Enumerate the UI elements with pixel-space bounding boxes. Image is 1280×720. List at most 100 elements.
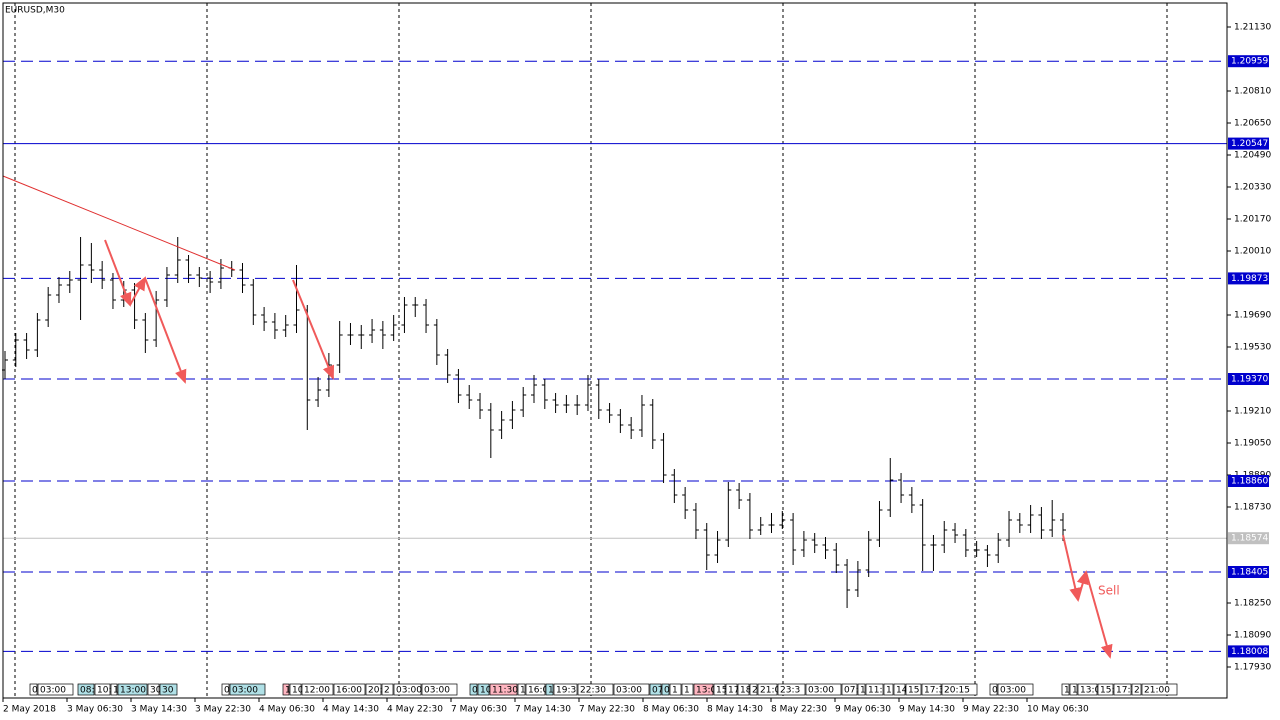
event-tag bbox=[1069, 683, 1078, 696]
x-tick-label: 9 May 14:30 bbox=[899, 705, 955, 715]
event-tag-label: 20: bbox=[368, 686, 382, 696]
level-label: 1.18860 bbox=[1231, 477, 1268, 487]
event-tag bbox=[1131, 683, 1142, 696]
event-tag-label: 17:3 bbox=[1116, 686, 1136, 696]
event-tag bbox=[1077, 683, 1098, 696]
event-tag bbox=[489, 683, 518, 696]
event-tag-label: 10 bbox=[292, 686, 304, 696]
event-tag-label: 03:00 bbox=[616, 686, 642, 696]
y-tick-label: 1.18250 bbox=[1234, 599, 1271, 609]
event-tag bbox=[333, 683, 366, 696]
arrow bbox=[144, 277, 187, 384]
y-tick-label: 1.18730 bbox=[1234, 503, 1271, 513]
plot-frame bbox=[2, 2, 1228, 699]
level-box bbox=[1228, 645, 1269, 658]
event-tag-label: 2 bbox=[1134, 686, 1140, 696]
event-tag-label: 12:00 bbox=[304, 686, 330, 696]
event-tag-label: 18 bbox=[740, 686, 752, 696]
event-tag-label: 15 bbox=[716, 686, 727, 696]
x-tick-label: 2 May 2018 bbox=[3, 705, 56, 715]
event-tag-label: 0 bbox=[664, 686, 670, 696]
event-tag bbox=[941, 683, 978, 696]
event-tag bbox=[37, 683, 74, 696]
annotation: Sell bbox=[1098, 584, 1120, 598]
grid bbox=[14, 3, 1168, 698]
event-tag bbox=[365, 683, 382, 696]
event-tag bbox=[865, 683, 884, 696]
event-tags: 0 03:00 08: 10: 1 13:00 30 30 0 03:00 1 10 12:00 16:0… bbox=[29, 683, 1178, 696]
event-tag bbox=[525, 683, 546, 696]
event-tag bbox=[159, 683, 178, 696]
event-tag-label: 03:00 bbox=[424, 686, 450, 696]
event-tag bbox=[29, 683, 38, 696]
event-tag bbox=[649, 683, 662, 696]
event-tag-label: 07 bbox=[652, 686, 663, 696]
x-tick-label: 9 May 22:30 bbox=[963, 705, 1019, 715]
event-tag bbox=[393, 683, 422, 696]
event-tag-label: 19:3 bbox=[556, 686, 576, 696]
level-label: 1.20547 bbox=[1231, 139, 1268, 149]
event-tag bbox=[421, 683, 458, 696]
event-tag bbox=[893, 683, 906, 696]
event-tag bbox=[577, 683, 614, 696]
level-box bbox=[1228, 272, 1269, 285]
event-tag-label: 2 bbox=[384, 686, 390, 696]
event-tag-label: 30 bbox=[162, 686, 174, 696]
event-tag bbox=[545, 683, 554, 696]
event-tag-label: 10 bbox=[480, 686, 492, 696]
event-tag-label: 15 bbox=[908, 686, 919, 696]
event-tag-label: 23:3 bbox=[780, 686, 800, 696]
event-tag-label: 1 bbox=[520, 686, 526, 696]
event-tag-label: 22:30 bbox=[580, 686, 606, 696]
event-tag-label: 20:15 bbox=[944, 686, 970, 696]
levels bbox=[3, 60, 1227, 652]
y-tick-label: 1.20330 bbox=[1234, 183, 1271, 193]
event-tag bbox=[757, 683, 778, 696]
level-box bbox=[1228, 55, 1269, 68]
event-tag-label: 10: bbox=[97, 686, 111, 696]
event-tag bbox=[117, 683, 148, 696]
event-tag-label: 0 bbox=[472, 686, 478, 696]
event-tag bbox=[477, 683, 490, 696]
level-label: 1.19873 bbox=[1231, 274, 1268, 284]
event-tag bbox=[229, 683, 266, 696]
event-tag-label: 21:0 bbox=[760, 686, 780, 696]
event-tag bbox=[921, 683, 942, 696]
x-tick-label: 4 May 14:30 bbox=[323, 705, 379, 715]
event-tag bbox=[1061, 683, 1070, 696]
x-tick-label: 3 May 14:30 bbox=[131, 705, 187, 715]
x-tick-label: 8 May 14:30 bbox=[707, 705, 763, 715]
event-tag-label: 03:00 bbox=[396, 686, 422, 696]
x-tick-label: 7 May 22:30 bbox=[579, 705, 635, 715]
event-tag-label: 13:0 bbox=[1080, 686, 1100, 696]
y-tick-label: 1.19690 bbox=[1234, 311, 1271, 321]
y-tick-label: 1.18090 bbox=[1234, 631, 1271, 641]
event-tag bbox=[681, 683, 694, 696]
event-tag-label: 14 bbox=[896, 686, 908, 696]
event-tag bbox=[282, 683, 290, 696]
event-tag bbox=[301, 683, 334, 696]
bars bbox=[2, 237, 1066, 608]
event-tag-label: 1 bbox=[672, 686, 678, 696]
drawings bbox=[2, 175, 1113, 659]
event-tag-label: 17 bbox=[728, 686, 739, 696]
event-tag-label: 0 bbox=[32, 686, 38, 696]
axes: 1.21130 1.20810 1.20650 1.20490 1.20330 1.201… bbox=[2, 23, 1271, 715]
level-box bbox=[1228, 566, 1269, 578]
current-price-box bbox=[1228, 532, 1269, 545]
event-tag-label: 1 bbox=[285, 686, 291, 696]
arrow bbox=[129, 276, 146, 306]
event-tag bbox=[553, 683, 578, 696]
event-tag bbox=[77, 683, 95, 696]
level-label: 1.19370 bbox=[1231, 375, 1268, 385]
event-tag-label: 0 bbox=[992, 686, 998, 696]
event-tag-label: 11:30 bbox=[492, 686, 518, 696]
level-box bbox=[1228, 137, 1269, 150]
event-tag-label: 16:00 bbox=[336, 686, 362, 696]
y-tick-label: 1.19210 bbox=[1234, 407, 1271, 417]
event-tag bbox=[857, 683, 866, 696]
event-tag-label: 2 bbox=[752, 686, 758, 696]
event-tag bbox=[883, 683, 894, 696]
y-tick-label: 1.20650 bbox=[1234, 119, 1271, 129]
